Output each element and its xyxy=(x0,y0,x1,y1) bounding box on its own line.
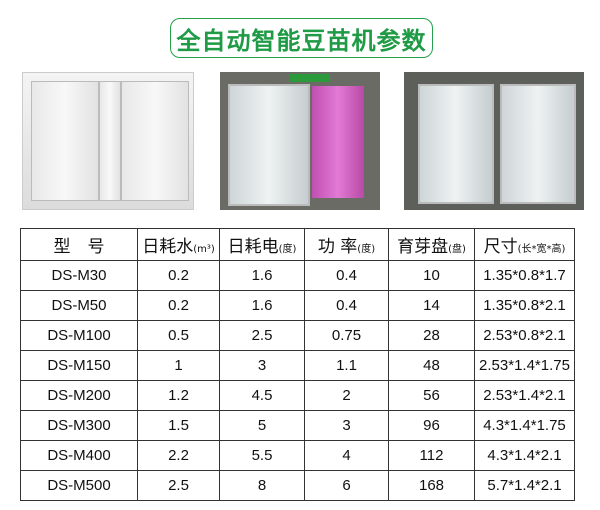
cell-electricity: 1.6 xyxy=(219,260,305,291)
cell-size: 4.3*1.4*2.1 xyxy=(474,440,575,471)
product-photo-glass-cabinet xyxy=(404,72,584,210)
cell-power: 1.1 xyxy=(304,350,389,381)
header-label: 尺寸 xyxy=(483,237,518,257)
cell-trays: 10 xyxy=(388,260,475,291)
cell-model: DS-M400 xyxy=(20,440,138,471)
cell-trays: 48 xyxy=(388,350,475,381)
cell-trays: 168 xyxy=(388,470,475,501)
header-size: 尺寸(长*宽*高) xyxy=(474,228,575,261)
cell-electricity: 5.5 xyxy=(219,440,305,471)
header-unit: (盘) xyxy=(448,244,466,255)
header-label: 型 号 xyxy=(53,237,105,257)
table-row: DS-M200 1.2 4.5 2 56 2.53*1.4*2.1 xyxy=(20,380,575,411)
cell-size: 4.3*1.4*1.75 xyxy=(474,410,575,441)
cell-model: DS-M200 xyxy=(20,380,138,411)
table-row: DS-M300 1.5 5 3 96 4.3*1.4*1.75 xyxy=(20,410,575,441)
cell-size: 2.53*1.4*1.75 xyxy=(474,350,575,381)
cell-electricity: 3 xyxy=(219,350,305,381)
cell-power: 0.75 xyxy=(304,320,389,351)
table-row: DS-M150 1 3 1.1 48 2.53*1.4*1.75 xyxy=(20,350,575,381)
cell-model: DS-M300 xyxy=(20,410,138,441)
product-photo-closed-cabinet xyxy=(22,72,194,210)
header-label: 日耗电 xyxy=(227,237,279,257)
cell-power: 4 xyxy=(304,440,389,471)
cell-size: 1.35*0.8*1.7 xyxy=(474,260,575,291)
cell-water: 0.2 xyxy=(137,290,220,321)
cell-size: 2.53*0.8*2.1 xyxy=(474,320,575,351)
header-unit: (度) xyxy=(357,244,376,255)
table-header-row: 型 号 日耗水(m³) 日耗电(度) 功 率(度) 育芽盘(盘) 尺寸(长*宽*… xyxy=(20,228,575,261)
cell-trays: 56 xyxy=(388,380,475,411)
header-unit: (度) xyxy=(278,244,297,255)
cell-electricity: 2.5 xyxy=(219,320,305,351)
cell-electricity: 5 xyxy=(219,410,305,441)
cell-power: 6 xyxy=(304,470,389,501)
cell-model: DS-M100 xyxy=(20,320,138,351)
header-trays: 育芽盘(盘) xyxy=(388,228,475,261)
header-unit: (长*宽*高) xyxy=(517,244,566,255)
table-row: DS-M400 2.2 5.5 4 112 4.3*1.4*2.1 xyxy=(20,440,575,471)
cell-power: 2 xyxy=(304,380,389,411)
cell-size: 2.53*1.4*2.1 xyxy=(474,380,575,411)
cell-size: 1.35*0.8*2.1 xyxy=(474,290,575,321)
header-label: 功 率 xyxy=(317,237,358,257)
cell-water: 0.2 xyxy=(137,260,220,291)
cell-water: 2.5 xyxy=(137,470,220,501)
cell-water: 1.2 xyxy=(137,380,220,411)
cell-water: 2.2 xyxy=(137,440,220,471)
cell-model: DS-M50 xyxy=(20,290,138,321)
cell-trays: 112 xyxy=(388,440,475,471)
page-title: 全自动智能豆苗机参数 xyxy=(170,18,433,58)
cell-electricity: 8 xyxy=(219,470,305,501)
cell-power: 0.4 xyxy=(304,260,389,291)
product-photo-open-cabinet xyxy=(220,72,380,210)
header-model: 型 号 xyxy=(20,228,138,261)
cell-trays: 14 xyxy=(388,290,475,321)
cell-model: DS-M30 xyxy=(20,260,138,291)
table-row: DS-M30 0.2 1.6 0.4 10 1.35*0.8*1.7 xyxy=(20,260,575,291)
cell-model: DS-M500 xyxy=(20,470,138,501)
cell-trays: 96 xyxy=(388,410,475,441)
cell-size: 5.7*1.4*2.1 xyxy=(474,470,575,501)
cell-water: 0.5 xyxy=(137,320,220,351)
table-row: DS-M100 0.5 2.5 0.75 28 2.53*0.8*2.1 xyxy=(20,320,575,351)
header-unit: (m³) xyxy=(193,244,215,255)
header-label: 育芽盘 xyxy=(397,237,449,257)
cell-electricity: 4.5 xyxy=(219,380,305,411)
header-label: 日耗水 xyxy=(142,237,194,257)
cell-water: 1 xyxy=(137,350,220,381)
cell-model: DS-M150 xyxy=(20,350,138,381)
cell-water: 1.5 xyxy=(137,410,220,441)
cell-trays: 28 xyxy=(388,320,475,351)
header-electricity: 日耗电(度) xyxy=(219,228,305,261)
spec-table: 型 号 日耗水(m³) 日耗电(度) 功 率(度) 育芽盘(盘) 尺寸(长*宽*… xyxy=(20,228,575,501)
header-power: 功 率(度) xyxy=(304,228,389,261)
table-row: DS-M50 0.2 1.6 0.4 14 1.35*0.8*2.1 xyxy=(20,290,575,321)
header-water: 日耗水(m³) xyxy=(137,228,220,261)
table-row: DS-M500 2.5 8 6 168 5.7*1.4*2.1 xyxy=(20,470,575,501)
cell-electricity: 1.6 xyxy=(219,290,305,321)
cell-power: 3 xyxy=(304,410,389,441)
cell-power: 0.4 xyxy=(304,290,389,321)
